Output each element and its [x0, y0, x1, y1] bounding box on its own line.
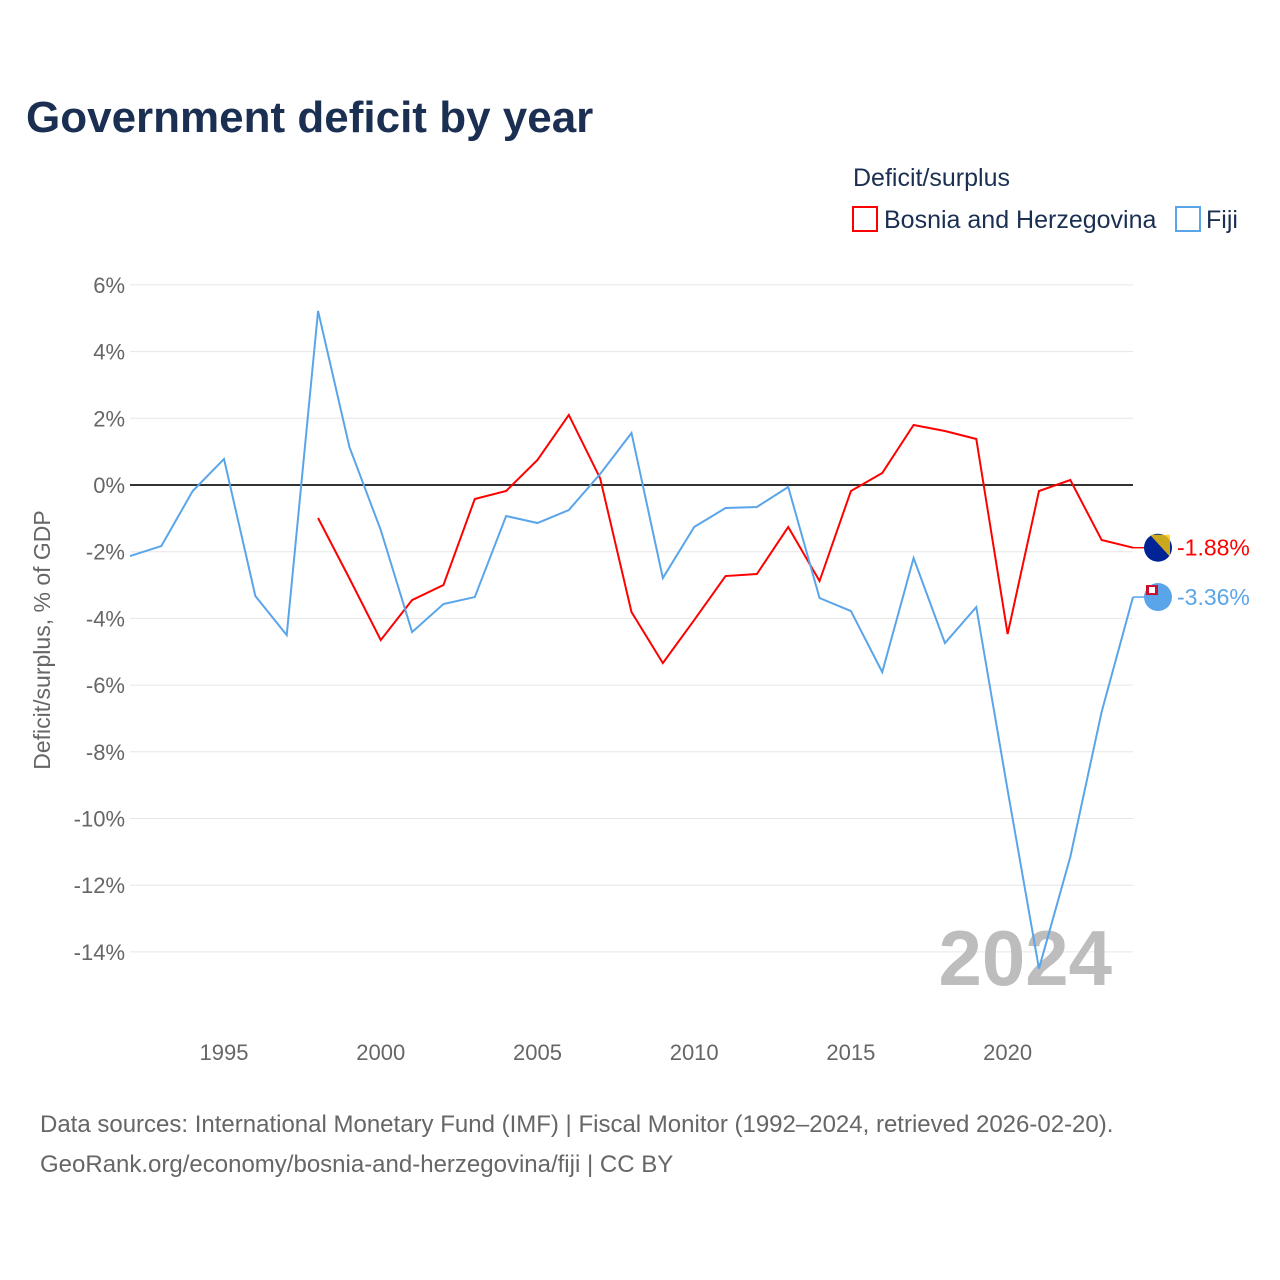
y-axis-label: Deficit/surplus, % of GDP: [29, 510, 55, 769]
end-value-label: -3.36%: [1177, 584, 1250, 610]
y-tick-label: -12%: [74, 873, 125, 898]
y-tick-label: -2%: [86, 540, 125, 565]
data-point: [754, 504, 760, 510]
data-point: [660, 660, 666, 666]
bosnia-flag-icon: [1144, 533, 1172, 562]
series-line-bosnia: [317, 413, 1134, 665]
data-point: [942, 640, 948, 646]
data-point: [158, 543, 164, 549]
data-point: [691, 524, 697, 530]
data-point: [723, 505, 729, 511]
legend-swatch-bosnia: [852, 206, 878, 232]
data-point: [879, 669, 885, 675]
data-point: [503, 488, 509, 494]
data-point: [911, 555, 917, 561]
data-point: [817, 595, 823, 601]
end-value-label: -1.88%: [1177, 535, 1250, 561]
y-tick-label: 0%: [93, 473, 125, 498]
data-point: [629, 609, 635, 615]
data-point: [472, 594, 478, 600]
data-point: [1036, 488, 1042, 494]
data-point: [534, 520, 540, 526]
x-tick-label: 2015: [826, 1040, 875, 1065]
data-point: [597, 471, 603, 477]
data-point: [973, 604, 979, 610]
data-point: [1099, 537, 1105, 543]
data-point: [879, 470, 885, 476]
data-point: [785, 524, 791, 530]
data-point: [629, 430, 635, 436]
legend-label-bosnia: Bosnia and Herzegovina: [884, 206, 1156, 234]
year-watermark: 2024: [938, 914, 1112, 1002]
y-tick-label: 4%: [93, 340, 125, 365]
data-point: [440, 601, 446, 607]
chart-title: Government deficit by year: [26, 93, 593, 142]
data-point: [817, 578, 823, 584]
data-point: [785, 484, 791, 490]
legend-swatch-fiji: [1175, 206, 1201, 232]
data-point: [1067, 477, 1073, 483]
data-point: [1005, 787, 1011, 793]
data-point: [911, 422, 917, 428]
x-tick-label: 2000: [356, 1040, 405, 1065]
data-point: [190, 488, 196, 494]
legend-item-bosnia[interactable]: Bosnia and Herzegovina: [852, 206, 1156, 234]
x-tick-label: 2005: [513, 1040, 562, 1065]
x-tick-label: 2010: [670, 1040, 719, 1065]
data-point: [409, 629, 415, 635]
data-point: [942, 428, 948, 434]
data-point: [346, 575, 352, 581]
data-point: [503, 513, 509, 519]
data-point: [1036, 966, 1042, 972]
data-point: [723, 573, 729, 579]
source-link[interactable]: GeoRank.org/economy/bosnia-and-herzegovi…: [40, 1151, 673, 1178]
data-point: [691, 617, 697, 623]
data-point: [221, 456, 227, 462]
data-point: [252, 593, 258, 599]
data-point: [566, 412, 572, 418]
y-tick-label: -8%: [86, 740, 125, 765]
y-tick-label: 6%: [93, 273, 125, 298]
data-point: [660, 575, 666, 581]
data-point: [315, 308, 321, 314]
y-tick-label: -14%: [74, 940, 125, 965]
data-point: [566, 507, 572, 513]
series-line-fiji: [129, 310, 1134, 969]
data-point: [409, 597, 415, 603]
data-point: [534, 457, 540, 463]
data-point: [378, 527, 384, 533]
fiji-flag-icon: [1144, 583, 1172, 612]
data-point: [378, 637, 384, 643]
x-tick-label: 1995: [200, 1040, 249, 1065]
data-point: [315, 515, 321, 521]
data-point: [1005, 631, 1011, 637]
y-tick-label: -6%: [86, 673, 125, 698]
y-tick-label: -10%: [74, 807, 125, 832]
data-point: [472, 496, 478, 502]
legend-item-fiji[interactable]: Fiji: [1175, 206, 1238, 234]
y-tick-label: -4%: [86, 606, 125, 631]
data-point: [127, 553, 133, 559]
data-point: [973, 436, 979, 442]
data-point: [848, 488, 854, 494]
legend-title: Deficit/surplus: [853, 164, 1010, 192]
data-point: [284, 632, 290, 638]
data-source-note: Data sources: International Monetary Fun…: [40, 1111, 1113, 1138]
y-tick-label: 2%: [93, 406, 125, 431]
data-point: [754, 571, 760, 577]
data-point: [848, 608, 854, 614]
data-point: [440, 582, 446, 588]
data-point: [1099, 709, 1105, 715]
data-point: [1067, 854, 1073, 860]
x-tick-label: 2020: [983, 1040, 1032, 1065]
data-point: [346, 444, 352, 450]
legend-label-fiji: Fiji: [1206, 206, 1238, 234]
